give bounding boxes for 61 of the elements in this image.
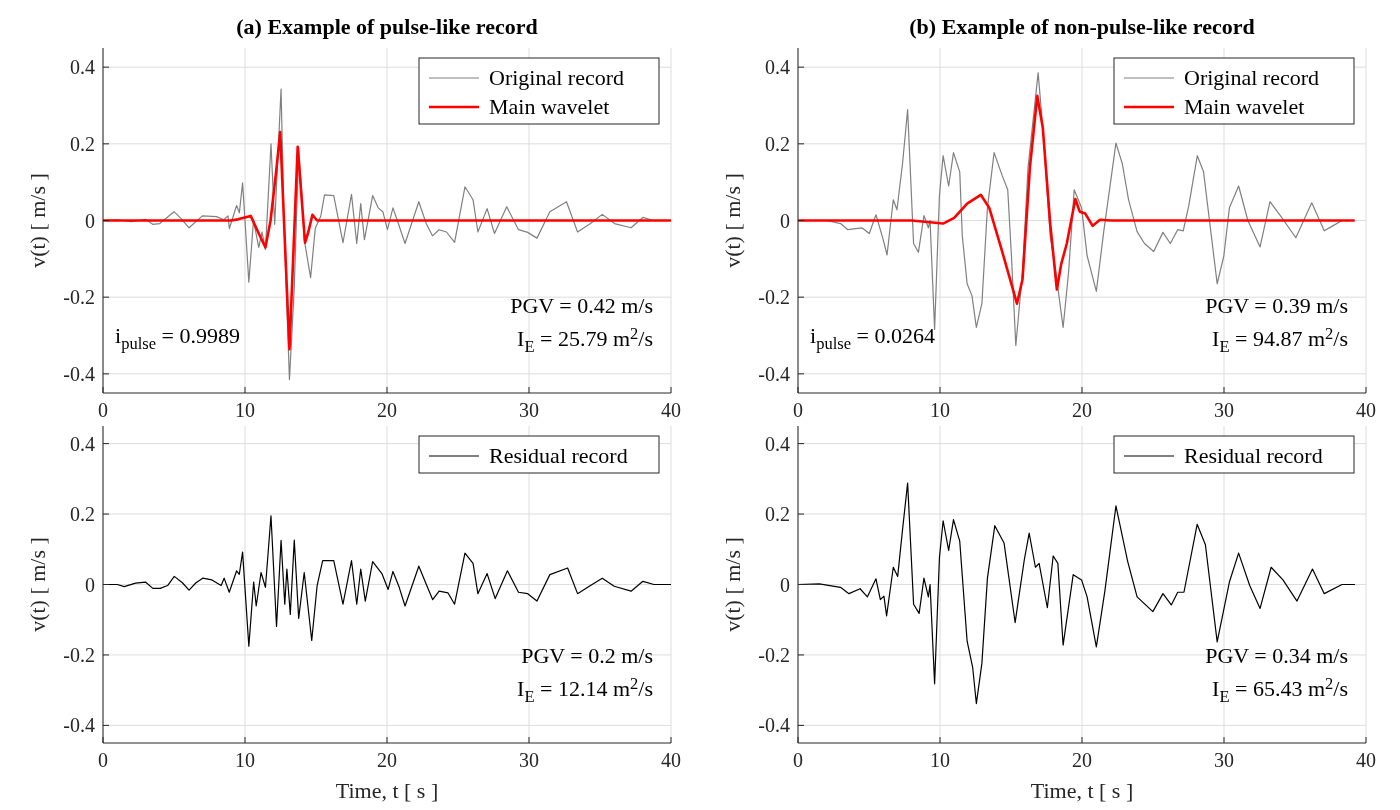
y-tick-label: 0.2 [70,503,95,526]
annotation: I$_{E}$ = 25.79 m$^{2}$/s [517,324,653,356]
annotation: PGV = 0.2 m/s [521,643,653,668]
legend-label: Residual record [1184,443,1323,468]
annotation: PGV = 0.39 m/s [1205,293,1348,318]
y-tick-label: -0.4 [758,362,790,385]
chart-title: (a) Example of pulse-like record [236,14,538,39]
annotation: I$_{E}$ = 65.43 m$^{2}$/s [1212,674,1348,706]
x-tick-label: 20 [1072,399,1092,421]
x-tick-label: 30 [519,749,539,771]
y-tick-label: 0.2 [765,132,790,155]
legend-label: Original record [489,65,624,90]
x-tick-label: 30 [1214,749,1234,771]
x-tick-label: 10 [930,749,950,771]
x-tick-label: 10 [235,399,255,421]
annotation: I$_{E}$ = 94.87 m$^{2}$/s [1212,324,1348,356]
y-tick-label: -0.2 [758,643,790,666]
x-tick-label: 10 [235,749,255,771]
y-tick-label: 0.4 [765,432,790,455]
y-axis-title: v(t) [ m/s ] [720,173,745,268]
chart-title: (b) Example of non-pulse-like record [909,14,1255,39]
x-tick-label: 30 [519,399,539,421]
y-tick-label: 0.4 [765,56,790,79]
x-axis-title: Time, t [ s ] [335,778,439,803]
x-tick-label: 40 [661,749,681,771]
legend-label: Main wavelet [1184,94,1305,119]
annotation: i$_{pulse}$ = 0.9989 [115,323,240,353]
x-tick-label: 40 [661,399,681,421]
x-tick-label: 20 [377,399,397,421]
x-axis-title: Time, t [ s ] [1030,778,1134,803]
x-tick-label: 30 [1214,399,1234,421]
legend-label: Original record [1184,65,1319,90]
x-tick-label: 40 [1356,749,1376,771]
y-tick-label: 0.4 [70,56,95,79]
x-tick-label: 10 [930,399,950,421]
y-tick-label: 0.4 [70,432,95,455]
y-tick-label: -0.4 [63,714,95,737]
annotation: i$_{pulse}$ = 0.0264 [810,323,935,353]
y-axis-title: v(t) [ m/s ] [25,537,50,632]
x-tick-label: 20 [1072,749,1092,771]
annotation: PGV = 0.42 m/s [510,293,653,318]
y-tick-label: 0 [780,573,790,596]
line-series [103,130,671,351]
x-tick-label: 40 [1356,399,1376,421]
annotation: PGV = 0.34 m/s [1205,643,1348,668]
y-tick-label: -0.2 [63,643,95,666]
legend-label: Residual record [489,443,628,468]
y-tick-label: -0.4 [63,362,95,385]
y-axis-title: v(t) [ m/s ] [25,173,50,268]
y-tick-label: 0.2 [765,503,790,526]
y-tick-label: 0 [85,573,95,596]
y-tick-label: 0 [780,209,790,232]
annotation: I$_{E}$ = 12.14 m$^{2}$/s [517,674,653,706]
x-tick-label: 20 [377,749,397,771]
y-axis-title: v(t) [ m/s ] [720,537,745,632]
y-tick-label: -0.4 [758,714,790,737]
y-tick-label: 0 [85,209,95,232]
legend-label: Main wavelet [489,94,610,119]
y-tick-label: -0.2 [758,286,790,309]
y-tick-label: 0.2 [70,132,95,155]
y-tick-label: -0.2 [63,286,95,309]
